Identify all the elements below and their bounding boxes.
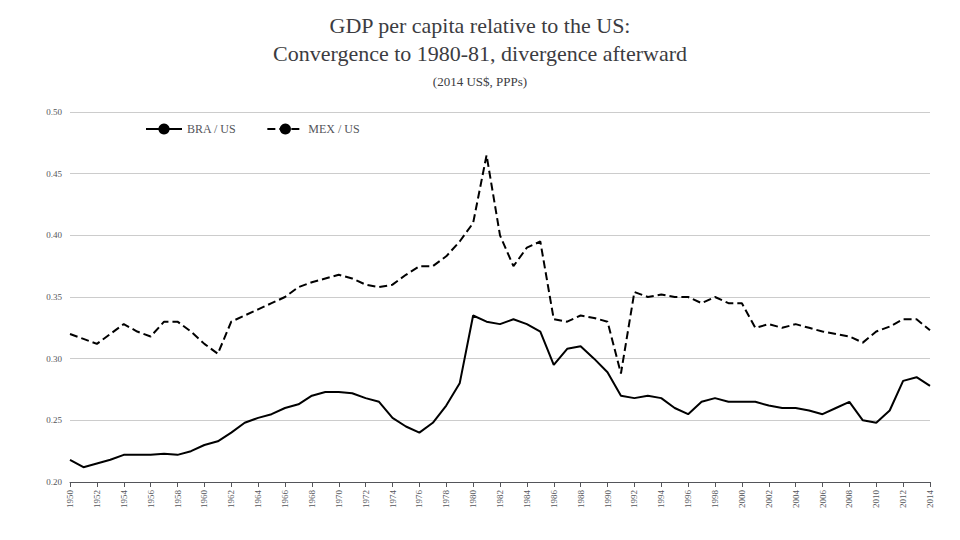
svg-text:1986: 1986 xyxy=(549,490,559,509)
svg-text:MEX / US: MEX / US xyxy=(308,122,359,136)
svg-text:0.20: 0.20 xyxy=(46,477,62,487)
svg-text:1972: 1972 xyxy=(361,490,371,508)
svg-text:1996: 1996 xyxy=(683,490,693,509)
svg-text:Convergence to 1980-81, diverg: Convergence to 1980-81, divergence after… xyxy=(273,41,687,66)
svg-text:GDP per capita relative to the: GDP per capita relative to the US: xyxy=(330,13,631,38)
svg-text:1982: 1982 xyxy=(495,490,505,508)
svg-text:BRA / US: BRA / US xyxy=(187,122,236,136)
svg-text:1980: 1980 xyxy=(468,490,478,509)
svg-text:1952: 1952 xyxy=(92,490,102,508)
svg-text:2014: 2014 xyxy=(925,490,935,509)
svg-text:1976: 1976 xyxy=(414,490,424,509)
svg-text:(2014 US$, PPPs): (2014 US$, PPPs) xyxy=(433,74,527,89)
svg-text:0.25: 0.25 xyxy=(46,415,62,425)
svg-text:0.45: 0.45 xyxy=(46,169,62,179)
svg-text:1950: 1950 xyxy=(65,490,75,509)
svg-text:1964: 1964 xyxy=(253,490,263,509)
svg-text:1984: 1984 xyxy=(522,490,532,509)
svg-text:1994: 1994 xyxy=(656,490,666,509)
svg-text:1956: 1956 xyxy=(146,490,156,509)
svg-text:2010: 2010 xyxy=(871,490,881,509)
svg-text:2004: 2004 xyxy=(791,490,801,509)
svg-text:2002: 2002 xyxy=(764,490,774,508)
svg-text:0.35: 0.35 xyxy=(46,292,62,302)
svg-text:1962: 1962 xyxy=(226,490,236,508)
svg-text:1966: 1966 xyxy=(280,490,290,509)
svg-text:1954: 1954 xyxy=(119,490,129,509)
svg-text:1960: 1960 xyxy=(199,490,209,509)
svg-text:1970: 1970 xyxy=(334,490,344,509)
svg-text:1958: 1958 xyxy=(173,490,183,509)
svg-text:1990: 1990 xyxy=(603,490,613,509)
svg-text:0.40: 0.40 xyxy=(46,230,62,240)
svg-text:1978: 1978 xyxy=(441,490,451,509)
svg-text:2012: 2012 xyxy=(898,490,908,508)
svg-text:2008: 2008 xyxy=(844,490,854,509)
svg-text:1974: 1974 xyxy=(388,490,398,509)
svg-text:1988: 1988 xyxy=(576,490,586,509)
svg-text:2006: 2006 xyxy=(818,490,828,509)
svg-text:2000: 2000 xyxy=(737,490,747,509)
svg-text:1968: 1968 xyxy=(307,490,317,509)
svg-text:1992: 1992 xyxy=(629,490,639,508)
svg-text:0.30: 0.30 xyxy=(46,354,62,364)
svg-text:1998: 1998 xyxy=(710,490,720,509)
svg-text:0.50: 0.50 xyxy=(46,107,62,117)
